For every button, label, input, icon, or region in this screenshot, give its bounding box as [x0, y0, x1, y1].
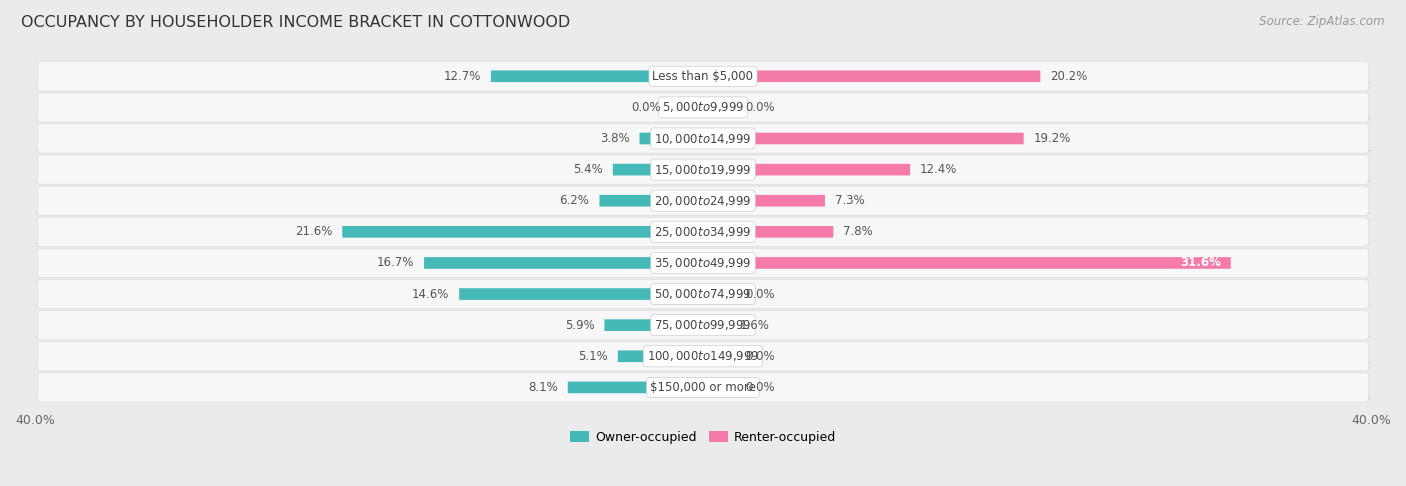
- Text: 5.9%: 5.9%: [565, 319, 595, 331]
- Text: Source: ZipAtlas.com: Source: ZipAtlas.com: [1260, 15, 1385, 28]
- Text: 19.2%: 19.2%: [1033, 132, 1071, 145]
- Text: 12.7%: 12.7%: [443, 70, 481, 83]
- FancyBboxPatch shape: [38, 124, 1368, 153]
- FancyBboxPatch shape: [703, 133, 1024, 144]
- Text: $50,000 to $74,999: $50,000 to $74,999: [654, 287, 752, 301]
- Text: 0.0%: 0.0%: [745, 381, 775, 394]
- Legend: Owner-occupied, Renter-occupied: Owner-occupied, Renter-occupied: [565, 426, 841, 449]
- FancyBboxPatch shape: [640, 133, 703, 144]
- Text: $20,000 to $24,999: $20,000 to $24,999: [654, 194, 752, 208]
- Text: $150,000 or more: $150,000 or more: [650, 381, 756, 394]
- FancyBboxPatch shape: [703, 164, 910, 175]
- Text: $100,000 to $149,999: $100,000 to $149,999: [647, 349, 759, 363]
- FancyBboxPatch shape: [703, 102, 737, 113]
- FancyBboxPatch shape: [703, 319, 730, 331]
- Text: 20.2%: 20.2%: [1050, 70, 1088, 83]
- Text: 0.0%: 0.0%: [745, 350, 775, 363]
- Text: 16.7%: 16.7%: [377, 257, 413, 269]
- FancyBboxPatch shape: [613, 164, 703, 175]
- FancyBboxPatch shape: [703, 226, 834, 238]
- FancyBboxPatch shape: [703, 382, 737, 393]
- Text: 8.1%: 8.1%: [527, 381, 558, 394]
- FancyBboxPatch shape: [703, 257, 1230, 269]
- Text: 5.1%: 5.1%: [578, 350, 607, 363]
- FancyBboxPatch shape: [38, 373, 1368, 402]
- FancyBboxPatch shape: [491, 70, 703, 82]
- FancyBboxPatch shape: [703, 195, 825, 207]
- FancyBboxPatch shape: [568, 382, 703, 393]
- FancyBboxPatch shape: [38, 311, 1368, 340]
- Text: $5,000 to $9,999: $5,000 to $9,999: [662, 101, 744, 114]
- Text: $10,000 to $14,999: $10,000 to $14,999: [654, 132, 752, 145]
- FancyBboxPatch shape: [38, 248, 1368, 278]
- FancyBboxPatch shape: [38, 93, 1368, 122]
- Text: 1.6%: 1.6%: [740, 319, 769, 331]
- Text: 0.0%: 0.0%: [631, 101, 661, 114]
- FancyBboxPatch shape: [38, 217, 1368, 246]
- Text: OCCUPANCY BY HOUSEHOLDER INCOME BRACKET IN COTTONWOOD: OCCUPANCY BY HOUSEHOLDER INCOME BRACKET …: [21, 15, 571, 30]
- Text: $75,000 to $99,999: $75,000 to $99,999: [654, 318, 752, 332]
- FancyBboxPatch shape: [342, 226, 703, 238]
- FancyBboxPatch shape: [38, 155, 1368, 184]
- Text: $15,000 to $19,999: $15,000 to $19,999: [654, 163, 752, 176]
- Text: $25,000 to $34,999: $25,000 to $34,999: [654, 225, 752, 239]
- Text: Less than $5,000: Less than $5,000: [652, 70, 754, 83]
- FancyBboxPatch shape: [460, 288, 703, 300]
- FancyBboxPatch shape: [38, 342, 1368, 371]
- Text: 0.0%: 0.0%: [745, 288, 775, 300]
- Text: 5.4%: 5.4%: [574, 163, 603, 176]
- FancyBboxPatch shape: [703, 350, 737, 362]
- Text: 7.8%: 7.8%: [844, 226, 873, 238]
- FancyBboxPatch shape: [703, 288, 737, 300]
- FancyBboxPatch shape: [703, 70, 1040, 82]
- Text: $35,000 to $49,999: $35,000 to $49,999: [654, 256, 752, 270]
- Text: 12.4%: 12.4%: [920, 163, 957, 176]
- Text: 21.6%: 21.6%: [295, 226, 332, 238]
- FancyBboxPatch shape: [669, 102, 703, 113]
- FancyBboxPatch shape: [38, 186, 1368, 215]
- FancyBboxPatch shape: [38, 279, 1368, 309]
- Text: 14.6%: 14.6%: [412, 288, 449, 300]
- FancyBboxPatch shape: [617, 350, 703, 362]
- Text: 6.2%: 6.2%: [560, 194, 589, 207]
- FancyBboxPatch shape: [38, 62, 1368, 91]
- Text: 3.8%: 3.8%: [600, 132, 630, 145]
- Text: 7.3%: 7.3%: [835, 194, 865, 207]
- Text: 31.6%: 31.6%: [1180, 257, 1220, 269]
- FancyBboxPatch shape: [599, 195, 703, 207]
- FancyBboxPatch shape: [605, 319, 703, 331]
- Text: 0.0%: 0.0%: [745, 101, 775, 114]
- FancyBboxPatch shape: [425, 257, 703, 269]
